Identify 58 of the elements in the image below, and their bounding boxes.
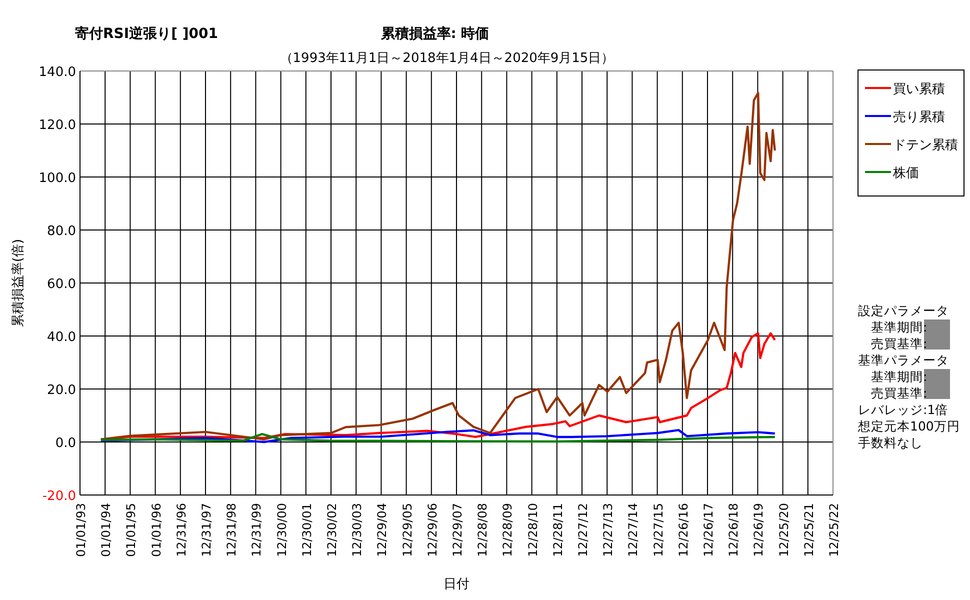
x-tick-label: 12/27/13	[601, 503, 616, 557]
x-tick-label: 12/27/15	[651, 503, 666, 557]
x-tick-label: 12/31/98	[224, 503, 239, 557]
y-tick-label: 0.0	[55, 436, 76, 451]
y-tick-label: 80.0	[47, 224, 76, 239]
text: 売買基準:	[858, 386, 928, 400]
y-tick-label: 20.0	[47, 383, 76, 398]
x-tick-label: 12/31/96	[174, 503, 188, 557]
x-tick-label: 12/30/01	[300, 503, 314, 557]
x-tick-label: 12/28/09	[500, 503, 515, 557]
x-tick-label: 12/28/11	[550, 503, 565, 557]
x-tick-label: 12/31/97	[200, 503, 214, 557]
x-tick-label: 12/29/06	[425, 503, 440, 557]
x-tick-label: 12/26/18	[726, 503, 741, 557]
text: 寄付RSI逆張り[ ]001	[75, 25, 218, 42]
x-tick-label: 01/01/96	[149, 503, 164, 557]
text: 基準パラメータ	[858, 352, 949, 368]
x-tick-label: 12/29/07	[450, 503, 464, 557]
x-tick-label: 01/01/95	[124, 503, 138, 557]
x-tick-label: 01/01/93	[74, 503, 88, 557]
x-tick-label: 12/26/19	[752, 503, 766, 557]
x-tick-label: 12/25/20	[776, 503, 791, 557]
x-tick-label: 12/26/17	[702, 503, 716, 557]
y-axis-title: 累積損益率(倍)	[10, 238, 26, 328]
x-tick-label: 01/01/94	[99, 503, 114, 557]
x-tick-label: 12/30/00	[274, 503, 289, 557]
text: 基準期間:	[858, 369, 928, 384]
text: 想定元本100万円	[857, 418, 960, 434]
chart-title: 累積損益率: 時価	[380, 25, 490, 42]
legend-label: 株価	[892, 166, 919, 181]
x-tick-label: 12/31/99	[250, 503, 264, 557]
x-tick-label: 12/28/08	[476, 503, 490, 557]
legend-label: 売り累積	[893, 110, 945, 125]
y-tick-label: 60.0	[47, 277, 76, 292]
y-tick-label: 40.0	[47, 330, 76, 345]
x-tick-label: 12/27/12	[576, 503, 590, 557]
x-tick-label: 12/29/04	[375, 503, 390, 557]
text: 設定パラメータ	[858, 303, 949, 318]
text: 売買基準:	[858, 336, 928, 351]
x-tick-label: 12/27/14	[626, 503, 640, 557]
y-tick-label: 100.0	[38, 171, 76, 186]
legend-label: 買い累積	[893, 82, 945, 97]
text: レバレッジ:1倍	[858, 402, 948, 417]
text: 手数料なし	[858, 435, 923, 450]
text: 基準期間:	[858, 320, 928, 334]
y-tick-label: 140.0	[38, 65, 76, 80]
x-tick-label: 12/28/10	[526, 503, 540, 557]
x-tick-label: 12/30/03	[350, 503, 364, 557]
y-tick-label: 120.0	[38, 118, 76, 133]
x-tick-label: 12/29/05	[400, 503, 414, 557]
legend-label: ドテン累積	[893, 138, 958, 153]
x-tick-label: 12/30/02	[325, 503, 339, 557]
chart-subtitle: （1993年11月1日～2018年1月4日～2020年9月15日）	[280, 51, 614, 66]
x-tick-label: 12/25/21	[802, 503, 816, 557]
y-tick-label: -20.0	[42, 489, 76, 504]
x-tick-label: 12/25/22	[827, 503, 841, 557]
x-tick-label: 12/26/16	[676, 503, 690, 557]
x-axis-title: 日付	[444, 577, 470, 592]
